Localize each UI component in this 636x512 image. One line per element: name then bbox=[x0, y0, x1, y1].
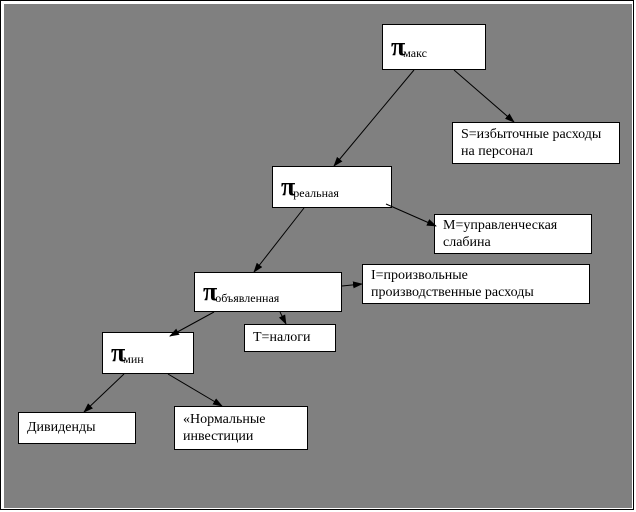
node-pi-min: πмин bbox=[102, 332, 194, 374]
node-text: S=избыточные расходы на персонал bbox=[461, 126, 611, 161]
node-text: «Нормальные инвестиции bbox=[183, 411, 299, 446]
pi-subscript: реальная bbox=[293, 186, 339, 201]
node-t: T=налоги bbox=[244, 324, 336, 352]
node-pi-real: πреальная bbox=[272, 166, 392, 208]
node-pi-max: πмакс bbox=[382, 24, 486, 70]
node-text: T=налоги bbox=[253, 329, 311, 347]
node-text: M=управленческая слабина bbox=[443, 217, 583, 252]
node-pi-decl: πобъявленная bbox=[194, 272, 342, 312]
node-dividends: Дивиденды bbox=[18, 412, 136, 444]
node-m: M=управленческая слабина bbox=[434, 214, 592, 254]
node-text: Дивиденды bbox=[27, 419, 96, 437]
node-i: I=произвольные производственные расходы bbox=[362, 264, 590, 304]
node-text: I=произвольные производственные расходы bbox=[371, 267, 581, 302]
canvas: πмакс S=избыточные расходы на персонал π… bbox=[4, 4, 632, 508]
page: πмакс S=избыточные расходы на персонал π… bbox=[0, 0, 636, 512]
node-normal-inv: «Нормальные инвестиции bbox=[174, 406, 308, 450]
pi-subscript: макс bbox=[403, 46, 427, 61]
pi-subscript: мин bbox=[123, 352, 143, 367]
pi-subscript: объявленная bbox=[215, 291, 279, 306]
node-s: S=избыточные расходы на персонал bbox=[452, 122, 620, 164]
